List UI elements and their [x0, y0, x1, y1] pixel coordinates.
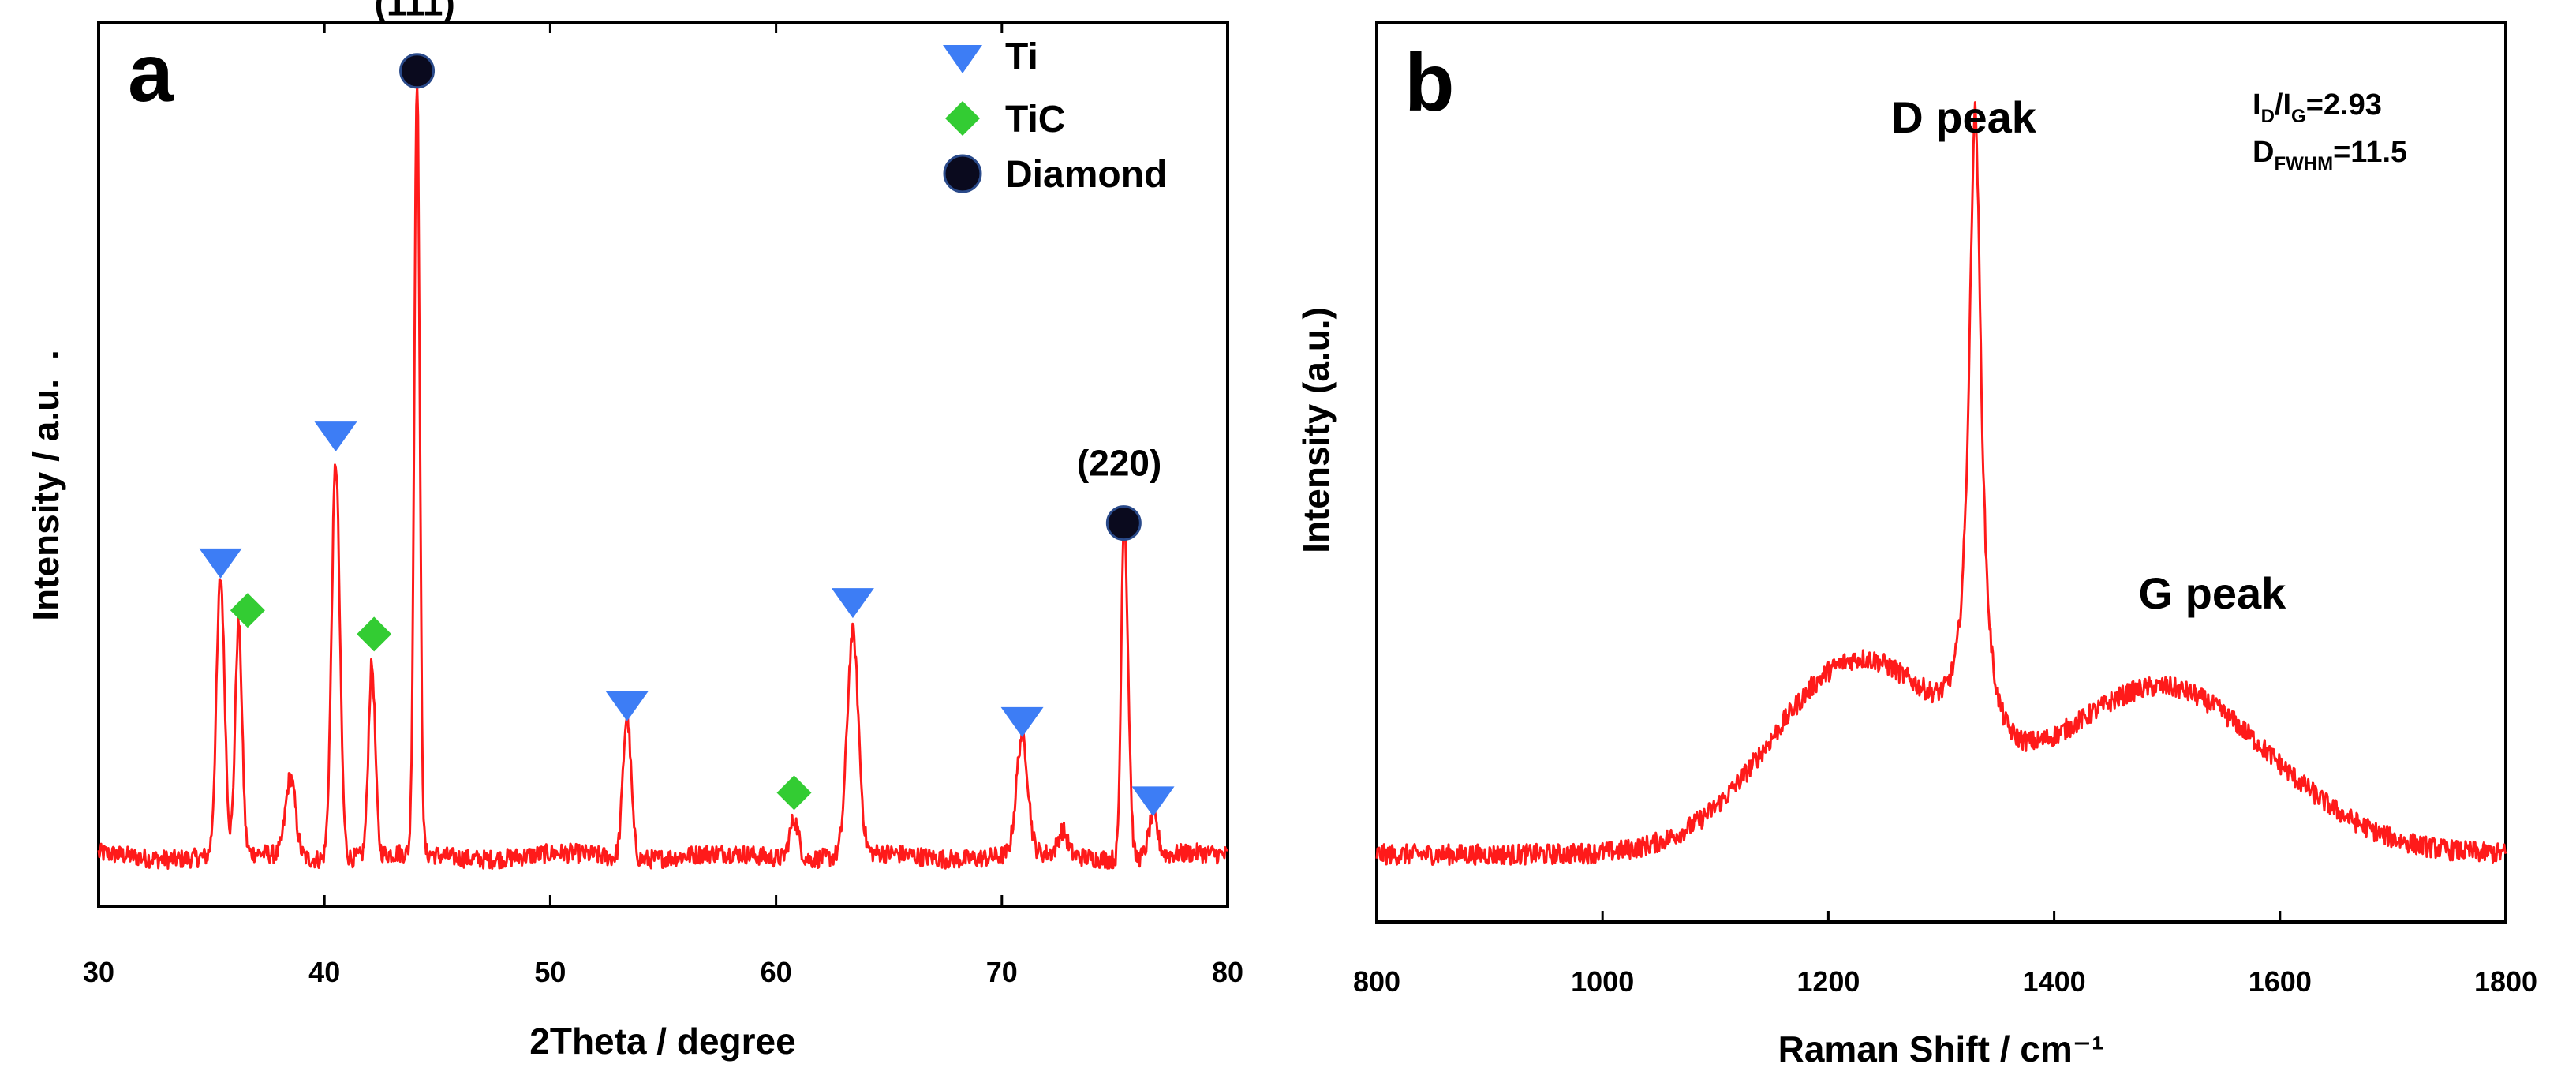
legend-label-diamond: Diamond [1005, 154, 1167, 196]
marker-diamond-circle [1105, 505, 1142, 541]
y-axis-label-b: Intensity (a.u.) [1295, 307, 1337, 553]
ratio-i: I [2253, 88, 2261, 122]
fwhm-value: =11.5 [2333, 136, 2407, 169]
annotation-g-peak: G peak [2139, 568, 2287, 618]
legend-diamond-circle-icon [943, 154, 982, 193]
ratio-label: ID/IG=2.93 [2253, 88, 2382, 127]
ratio-value: =2.93 [2306, 88, 2382, 122]
x-tick-label-b: 1000 [1571, 965, 1634, 998]
marker-tic-diamond [230, 593, 265, 628]
x-tick-label-a: 40 [308, 956, 340, 988]
raman-line [1375, 101, 2507, 866]
ratio-slash: /I [2275, 88, 2291, 122]
legend-item-diamond: Diamond [943, 154, 1167, 196]
x-ticks-b: 800 1000 1200 1400 1600 1800 [1353, 911, 2537, 998]
legend-item-tic: TiC [945, 99, 1065, 140]
marker-ti-triangle [1000, 706, 1044, 737]
annotation-d-peak: D peak [1891, 92, 2036, 142]
x-tick-label-a: 80 [1212, 956, 1243, 988]
fwhm-d: D [2253, 136, 2274, 169]
plot-frame-b [1375, 21, 2507, 924]
marker-ti-triangle [1131, 786, 1175, 817]
legend-item-ti: Ti [943, 36, 1038, 78]
legend-ti-triangle-icon [943, 45, 982, 73]
x-tick-label-a: 70 [986, 956, 1018, 988]
marker-ti-triangle [199, 548, 242, 579]
x-tick-label-b: 1800 [2474, 965, 2537, 998]
marker-tic-diamond [776, 775, 812, 811]
legend-label-tic: TiC [1005, 99, 1065, 140]
panel-label-b: b [1404, 37, 1455, 129]
x-tick-label-b: 1200 [1796, 965, 1860, 998]
chart-panel-a: 30 40 50 60 70 80 (111) (220) a 2Theta / degr… [25, 0, 1243, 1062]
x-tick-label-a: 50 [534, 956, 566, 988]
fwhm-label: DFWHM=11.5 [2253, 136, 2407, 174]
marker-diamond-circle [399, 53, 436, 89]
x-axis-label-b: Raman Shift / cm⁻¹ [1778, 1028, 2104, 1070]
x-ticks-a: 30 40 50 60 70 80 [83, 22, 1243, 988]
xrd-line [97, 84, 1228, 870]
legend-tic-diamond-icon [945, 101, 980, 136]
plot-frame-a [97, 21, 1229, 908]
x-tick-label-a: 60 [761, 956, 792, 988]
marker-ti-triangle [831, 588, 874, 619]
annotation-220: (220) [1077, 442, 1161, 483]
marker-ti-triangle [314, 421, 357, 452]
legend-a: Ti TiC Diamond [943, 36, 1167, 196]
x-tick-label-b: 1600 [2249, 965, 2312, 998]
y-axis-label-a: Intensity / a.u.. [25, 350, 66, 621]
chart-panel-b: 800 1000 1200 1400 1600 1800 D peak G peak b … [1295, 21, 2537, 1070]
annotation-111: (111) [375, 0, 455, 23]
fwhm-sub: FWHM [2274, 153, 2333, 174]
y-axis-label-a-text: Intensity / a.u. [25, 379, 66, 621]
y-axis-label-a-dot: . [25, 350, 66, 360]
x-tick-label-a: 30 [83, 956, 114, 988]
marker-tic-diamond [357, 616, 392, 652]
ratio-sub-d: D [2261, 106, 2275, 127]
x-tick-label-b: 800 [1353, 965, 1400, 998]
legend-label-ti: Ti [1005, 36, 1038, 78]
phase-markers [199, 53, 1175, 817]
x-tick-label-b: 1400 [2023, 965, 2086, 998]
panel-label-a: a [128, 28, 174, 119]
x-axis-label-a: 2Theta / degree [529, 1021, 795, 1062]
marker-ti-triangle [605, 691, 649, 721]
ratio-sub-g: G [2291, 106, 2306, 127]
